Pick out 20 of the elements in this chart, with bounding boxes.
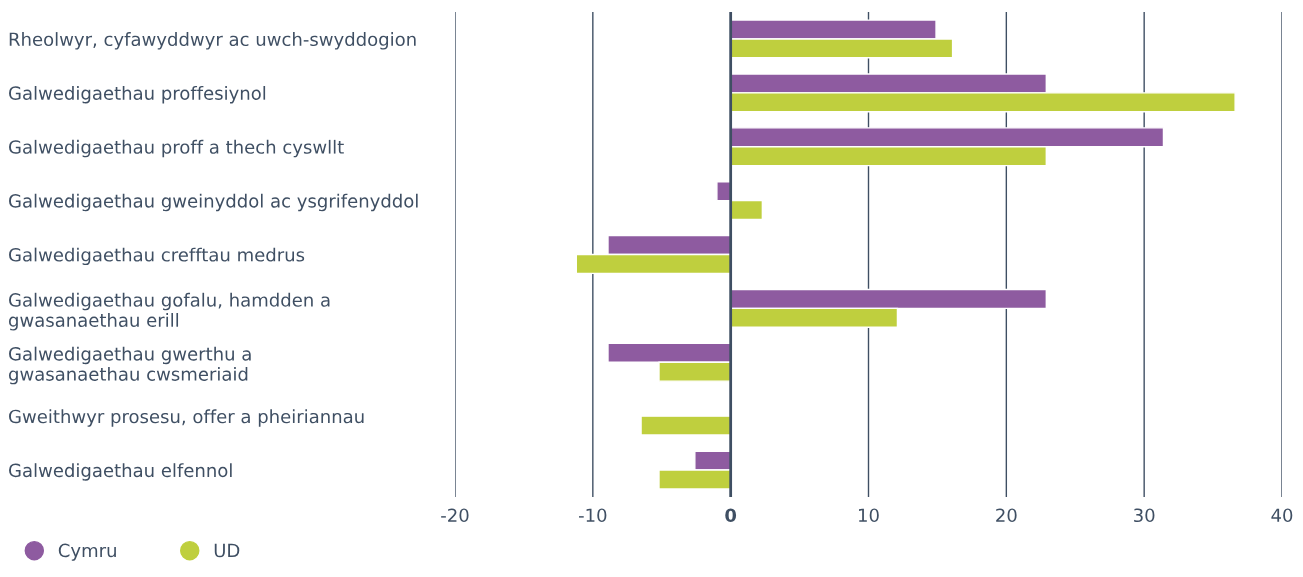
bar [729, 199, 764, 221]
legend-label: Cymru [58, 543, 116, 561]
x-tick-label: 20 [996, 508, 1017, 523]
y-tick-label: Galwedigaethau gofalu, hamdden a gwasanaethau erill [9, 292, 330, 331]
x-tick-label: 0 [725, 508, 737, 523]
y-tick-label: Gweithwyr prosesu, offer a pheiriannau [9, 409, 364, 427]
y-tick-label: Galwedigaethau proff a thech cyswllt [9, 139, 344, 158]
legend-label: UD [214, 543, 240, 558]
x-tick-label: -10 [578, 508, 607, 523]
x-tick-label: -20 [441, 508, 469, 523]
y-tick-label: Galwedigaethau proffesiynol [9, 85, 266, 104]
x-tick-label: 10 [859, 508, 879, 523]
y-tick-label: Rheolwyr, cyfawyddwyr ac uwch-swyddogion [9, 32, 416, 50]
x-tick-label: 30 [1134, 508, 1155, 523]
y-tick-label: Galwedigaethau gwerthu a gwasanaethau cwsmeriaid [9, 346, 251, 385]
y-tick-label: Galwedigaethau elfennol [9, 463, 232, 481]
x-tick-label: 40 [1271, 508, 1293, 523]
y-tick-label: Galwedigaethau gweinyddol ac ysgrifenyddol [9, 193, 418, 212]
bar [640, 415, 732, 436]
y-tick-label: Galwedigaethau crefftau medrus [9, 247, 305, 266]
